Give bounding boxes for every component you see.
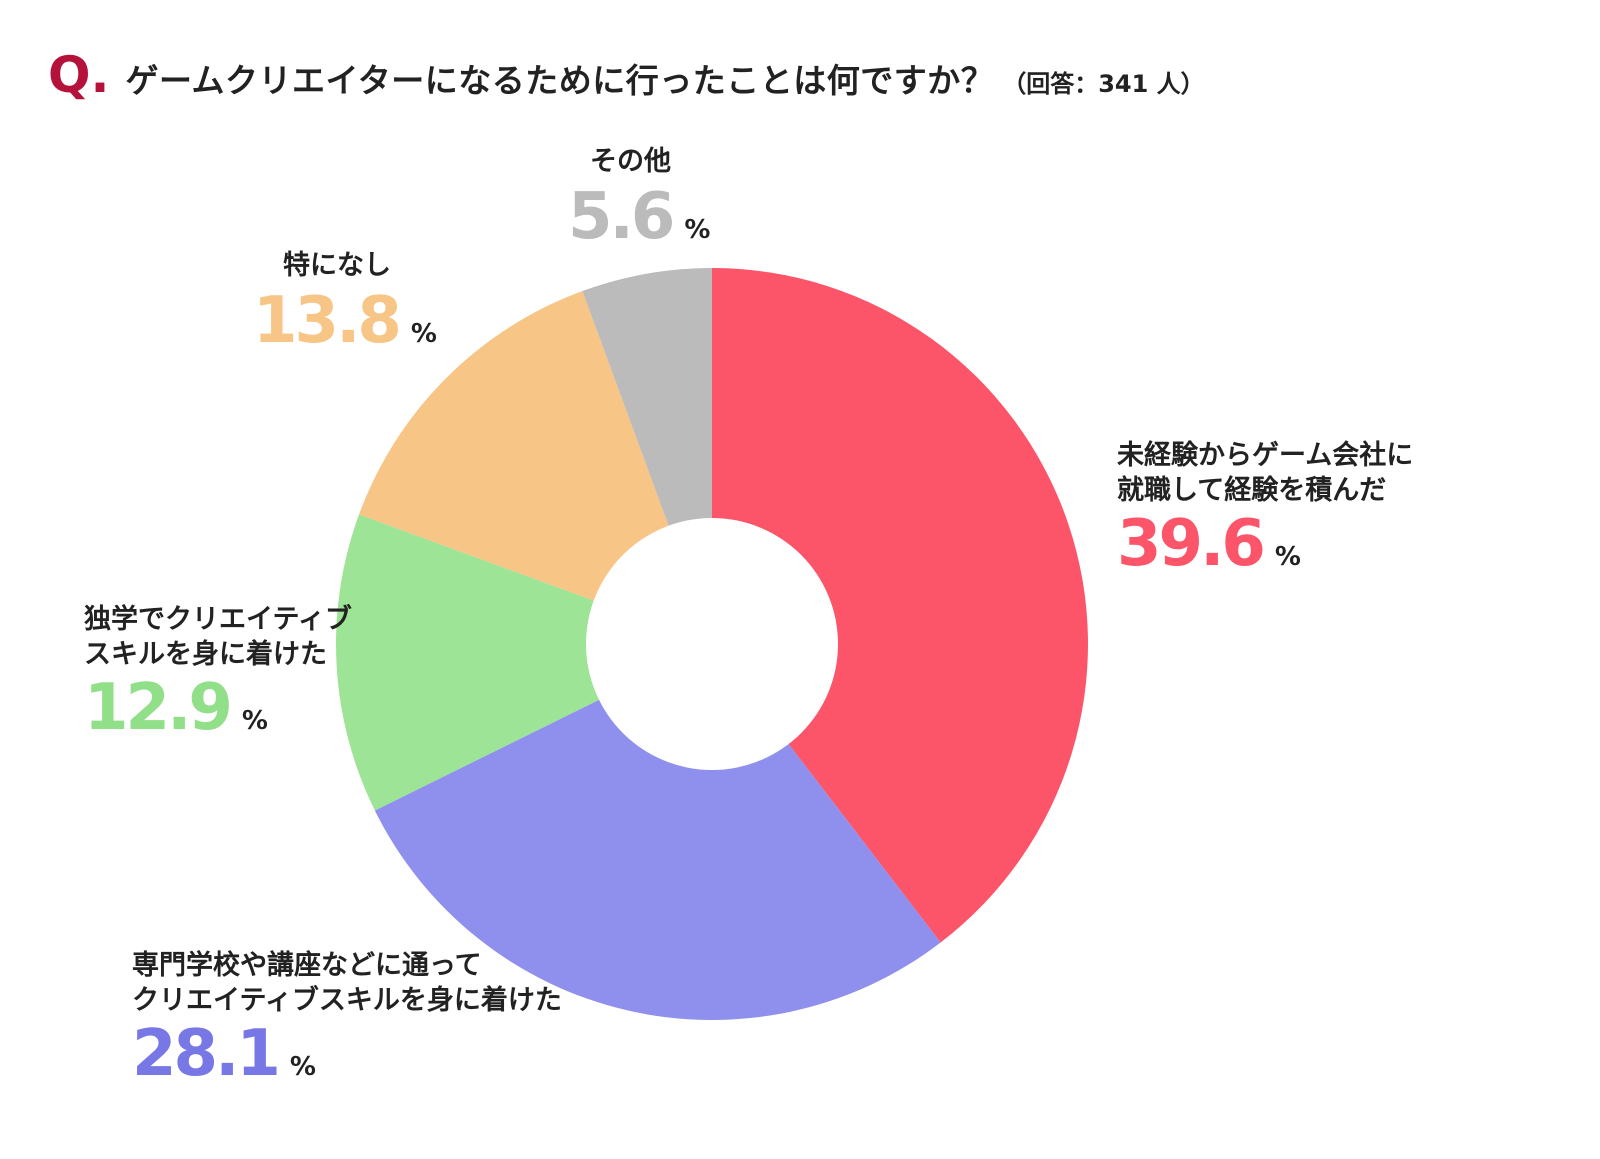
slice-unit: % xyxy=(289,1052,316,1082)
slice-career xyxy=(712,268,1088,943)
slice-label-career: 未経験からゲーム会社に 就職して経験を積んだ 39.6 % xyxy=(1117,438,1413,576)
slice-self-study xyxy=(335,514,712,811)
slice-label-line: その他 xyxy=(590,146,671,177)
slice-unit: % xyxy=(1274,542,1301,572)
slice-label-line: 就職して経験を積んだ xyxy=(1117,475,1387,506)
slice-value: 5.6 xyxy=(568,180,675,254)
slice-value-row: 39.6 % xyxy=(1117,512,1413,576)
slice-label-line: 特になし xyxy=(283,250,391,281)
question-title: Q. ゲームクリエイターになるために行ったことは何ですか？ （回答：341 人） xyxy=(48,50,1205,102)
slice-value: 28.1 xyxy=(132,1017,281,1091)
question-marker: Q. xyxy=(48,46,110,104)
slice-label-self-study: 独学でクリエイティブ スキルを身に着けた 12.9 % xyxy=(84,602,352,740)
slice-value: 13.8 xyxy=(253,284,402,358)
slice-unit: % xyxy=(410,319,437,349)
slice-label-line: 独学でクリエイティブ xyxy=(84,604,352,635)
respondent-count: （回答：341 人） xyxy=(1002,70,1205,98)
question-text: ゲームクリエイターになるために行ったことは何ですか？ xyxy=(125,61,995,100)
slice-value: 12.9 xyxy=(84,671,233,745)
slice-label-line: クリエイティブスキルを身に着けた xyxy=(132,985,562,1016)
slice-label-line: 専門学校や講座などに通って xyxy=(132,950,482,981)
slice-label-line: スキルを身に着けた xyxy=(84,639,327,670)
donut-hole xyxy=(586,518,838,770)
slice-label-nothing: 特になし 13.8 % xyxy=(253,248,437,353)
slice-school xyxy=(374,644,941,1021)
slice-value-row: 12.9 % xyxy=(84,676,352,740)
slice-label-line: 未経験からゲーム会社に xyxy=(1117,440,1414,471)
slice-label-school: 専門学校や講座などに通って クリエイティブスキルを身に着けた 28.1 % xyxy=(132,948,562,1086)
slice-unit: % xyxy=(684,215,711,245)
slice-unit: % xyxy=(241,706,268,736)
slice-value-row: 28.1 % xyxy=(132,1022,562,1086)
slice-label-other: その他 5.6 % xyxy=(568,144,710,249)
slice-value-row: 13.8 % xyxy=(253,289,437,353)
slice-value-row: 5.6 % xyxy=(568,185,710,249)
slice-value: 39.6 xyxy=(1117,507,1266,581)
